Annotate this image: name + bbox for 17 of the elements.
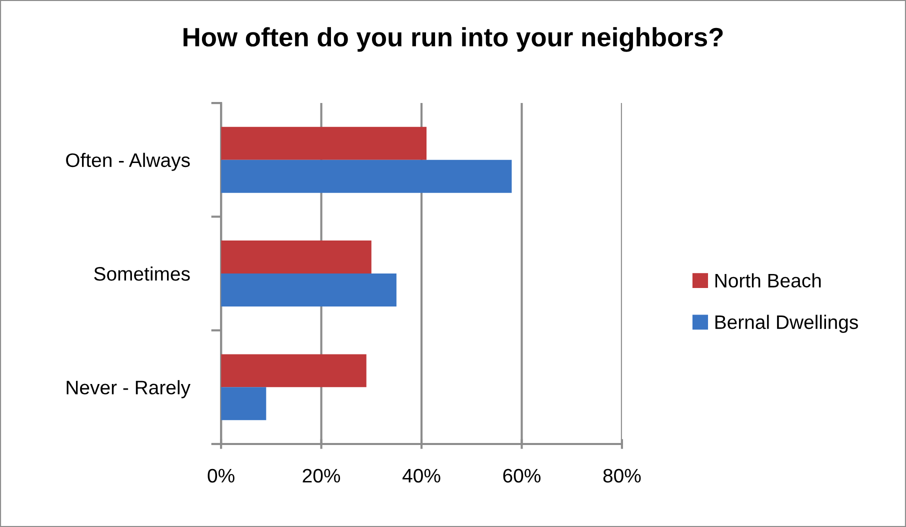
bar [221,126,427,160]
bar [221,274,396,306]
y-tick-label: Often - Always [66,152,190,171]
bar [221,354,366,388]
x-tick-label: 20% [302,468,340,483]
x-tick-label: 40% [402,468,440,483]
bar [221,160,512,193]
y-tick-label: Sometimes [94,266,190,281]
y-tick-label: Never - Rarely [66,380,190,398]
bar [221,387,266,420]
x-tick-label: 80% [603,468,641,483]
legend-label: Bernal Dwellings [715,314,858,333]
x-tick-label: 60% [503,468,541,483]
bar [221,240,372,274]
x-tick-label: 0% [208,468,234,483]
chart-title: How often do you run into your neighbors? [184,27,723,52]
legend-label: North Beach [715,273,821,288]
